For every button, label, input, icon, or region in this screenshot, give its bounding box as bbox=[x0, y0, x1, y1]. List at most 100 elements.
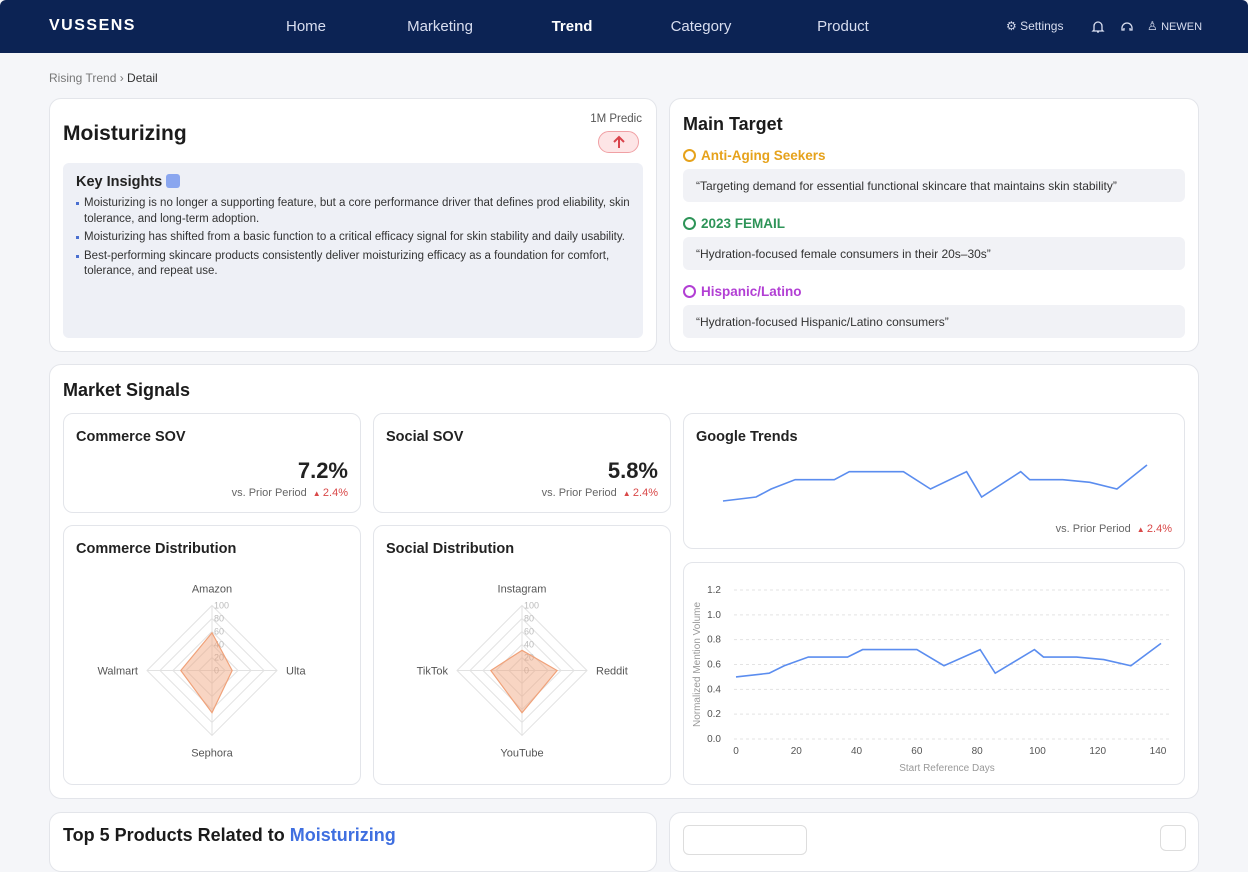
axis-label: Walmart bbox=[97, 665, 138, 677]
signals-title: Market Signals bbox=[63, 380, 191, 400]
axis-label: Instagram bbox=[498, 583, 547, 595]
target-name-text: Anti-Aging Seekers bbox=[701, 148, 826, 163]
social-distribution: Social Distribution Instagram Reddit YouTu… bbox=[373, 525, 671, 785]
r-tick-label: 100 bbox=[214, 600, 229, 610]
trend-title: Moisturizing bbox=[63, 122, 187, 145]
chart-title: Google Trends bbox=[696, 429, 798, 445]
y-tick-label: 1.2 bbox=[707, 585, 721, 596]
up-arrow bbox=[613, 135, 625, 148]
brand[interactable]: VUSSENS bbox=[49, 17, 136, 34]
change: 2.4% bbox=[623, 487, 658, 499]
target-name: 2023 FEMAIL bbox=[683, 216, 785, 231]
radar-area bbox=[489, 649, 559, 714]
sov-compare: vs. Prior Period 2.4% bbox=[232, 487, 348, 499]
bell-icon[interactable] bbox=[1091, 20, 1105, 34]
ai-icon bbox=[166, 174, 181, 188]
target-title: Main Target bbox=[683, 114, 783, 134]
x-tick-label: 40 bbox=[851, 746, 863, 757]
compare-label: vs. Prior Period bbox=[541, 487, 617, 499]
axis-label: Amazon bbox=[192, 583, 232, 595]
keyword-card bbox=[669, 812, 1199, 872]
sov-title: Commerce SOV bbox=[76, 429, 186, 445]
products-title: Top 5 Products Related to Moisturizing bbox=[63, 825, 396, 846]
x-tick-label: 120 bbox=[1089, 746, 1106, 757]
insight: Best-performing skincare products consis… bbox=[76, 249, 630, 280]
x-tick-label: 80 bbox=[972, 746, 984, 757]
radar-chart: Amazon Ulta Sephora Walmart 0 20 40 60 80 100 bbox=[97, 583, 306, 759]
radar-chart: Instagram Reddit YouTube TikTok 0 20 40 60 80 100 bbox=[417, 583, 628, 759]
target-name-text: Hispanic/Latino bbox=[701, 284, 802, 299]
breadcrumb: Rising Trend › Detail bbox=[49, 71, 158, 85]
support-icon[interactable] bbox=[1120, 20, 1134, 34]
y-tick-label: 1.0 bbox=[707, 610, 721, 621]
target-name: Anti-Aging Seekers bbox=[683, 148, 826, 163]
user-name: NEWEN bbox=[1161, 21, 1203, 33]
axis-label: Sephora bbox=[191, 747, 233, 759]
insights-title: Key Insights bbox=[76, 174, 630, 190]
dropdown[interactable] bbox=[683, 825, 807, 855]
products-card: Top 5 Products Related to Moisturizing bbox=[49, 812, 657, 872]
trend-compare: vs. Prior Period 2.4% bbox=[1056, 523, 1172, 535]
r-tick-label: 60 bbox=[524, 626, 534, 636]
compare-label: vs. Prior Period bbox=[1055, 523, 1131, 535]
products-keyword: Moisturizing bbox=[289, 825, 396, 845]
nav-item[interactable]: Marketing bbox=[407, 18, 473, 35]
compare-label: vs. Prior Period bbox=[231, 487, 307, 499]
target-quote: “Hydration-focused Hispanic/Latino consu… bbox=[683, 305, 1185, 338]
target-quote: “Hydration-focused female consumers in t… bbox=[683, 237, 1185, 270]
social-sov: Social SOV 5.8% vs. Prior Period 2.4% bbox=[373, 413, 671, 513]
prediction-badge bbox=[598, 131, 639, 153]
insights-title-text: Key Insights bbox=[76, 174, 163, 190]
r-tick-label: 40 bbox=[524, 639, 534, 649]
line-series bbox=[722, 464, 1148, 502]
target-name: Hispanic/Latino bbox=[683, 284, 802, 299]
sov-value: 7.2% bbox=[297, 458, 348, 483]
r-tick-label: 60 bbox=[214, 626, 224, 636]
commerce-sov: Commerce SOV 7.2% vs. Prior Period 2.4% bbox=[63, 413, 361, 513]
r-tick-label: 0 bbox=[214, 665, 219, 675]
insight: Moisturizing is no longer a supporting f… bbox=[76, 196, 630, 227]
mention-chart: 0.0 0.2 0.4 0.6 0.8 1.0 1.2 0 20 40 60 80 100 120 140 S… bbox=[683, 562, 1185, 785]
nav-item[interactable]: Product bbox=[817, 18, 869, 35]
r-tick-label: 20 bbox=[524, 652, 534, 662]
nav-item[interactable]: Home bbox=[285, 18, 327, 35]
insight: Moisturizing has shifted from a basic fu… bbox=[76, 230, 630, 246]
x-tick-label: 20 bbox=[791, 746, 803, 757]
x-axis-title: Start Reference Days bbox=[899, 763, 995, 774]
change: 2.4% bbox=[1137, 523, 1172, 535]
y-tick-label: 0.4 bbox=[707, 684, 721, 695]
user[interactable]: ♙ NEWEN bbox=[1147, 19, 1203, 33]
x-tick-label: 140 bbox=[1150, 746, 1167, 757]
axis-label: Ulta bbox=[286, 665, 306, 677]
breadcrumb-item[interactable]: Rising Trend bbox=[49, 71, 117, 85]
icon-button[interactable] bbox=[1160, 825, 1186, 851]
breadcrumb-item: Detail bbox=[127, 71, 158, 85]
y-tick-label: 0.8 bbox=[707, 635, 721, 646]
chart-title: Commerce Distribution bbox=[76, 541, 237, 557]
sov-compare: vs. Prior Period 2.4% bbox=[542, 487, 658, 499]
y-tick-label: 0.0 bbox=[707, 734, 721, 745]
r-tick-label: 80 bbox=[524, 613, 534, 623]
commerce-distribution: Commerce Distribution Amazon Ulta Sephora W… bbox=[63, 525, 361, 785]
google-trends: Google Trends vs. Prior Period 2.4% bbox=[683, 413, 1185, 549]
x-tick-label: 0 bbox=[733, 746, 739, 757]
x-tick-label: 60 bbox=[911, 746, 923, 757]
insights-box: Key Insights Moisturizing is no longer a… bbox=[63, 163, 643, 338]
settings[interactable]: ⚙ Settings bbox=[1006, 19, 1064, 33]
prediction-label: 1M Predic bbox=[590, 113, 642, 125]
target-card: Main Target Anti-Aging Seekers “Targetin… bbox=[669, 98, 1199, 352]
sparkline bbox=[722, 464, 1148, 502]
y-axis-title: Normalized Mention Volume bbox=[692, 602, 703, 727]
nav-item[interactable]: Trend bbox=[551, 18, 593, 35]
target-name-text: 2023 FEMAIL bbox=[701, 216, 786, 231]
nav-bar: VUSSENS Home Marketing Trend Category Pr… bbox=[0, 0, 1248, 53]
nav-item[interactable]: Category bbox=[670, 18, 732, 35]
axis-label: Reddit bbox=[596, 665, 628, 677]
r-tick-label: 100 bbox=[524, 600, 539, 610]
r-tick-label: 80 bbox=[214, 613, 224, 623]
axis-label: YouTube bbox=[500, 747, 543, 759]
x-tick-label: 100 bbox=[1029, 746, 1046, 757]
sov-title: Social SOV bbox=[386, 429, 464, 445]
line-series bbox=[735, 642, 1162, 678]
